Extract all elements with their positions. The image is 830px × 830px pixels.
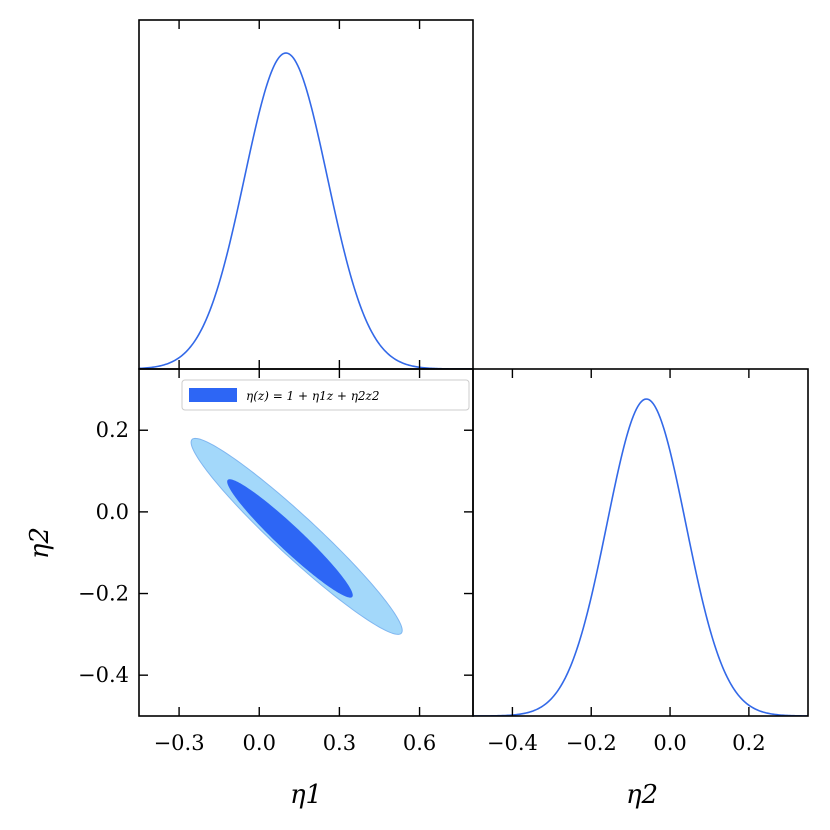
y-tick-label-3: 0.2 xyxy=(96,418,129,442)
legend-box xyxy=(181,379,470,411)
y-axis-label-eta2: η2 xyxy=(25,527,55,559)
marginal-eta2-curve xyxy=(473,398,808,716)
legend: η(z) = 1 + η1z + η2z2 xyxy=(181,379,470,411)
x-tick-label-1: −0.2 xyxy=(566,731,617,755)
marginal-eta1-panel xyxy=(138,19,474,370)
x-axis-label-eta2: η2 xyxy=(626,780,658,810)
joint-x-ticks xyxy=(178,369,421,716)
marginal-eta2-ticks xyxy=(511,369,750,716)
marginal-eta1-frame xyxy=(138,19,474,370)
legend-label: η(z) = 1 + η1z + η2z2 xyxy=(246,389,380,403)
y-tick-label-1: −0.2 xyxy=(78,582,129,606)
x-tick-label-2: 0.0 xyxy=(653,731,686,755)
x-tick-label-1: 0.0 xyxy=(243,731,276,755)
joint-y-tick-labels: −0.4 −0.2 0.0 0.2 xyxy=(78,418,129,687)
marginal-eta2-panel: −0.4 −0.2 0.0 0.2 η2 xyxy=(472,368,809,810)
legend-swatch xyxy=(189,388,237,402)
contour-68-region xyxy=(227,479,353,598)
y-tick-label-2: 0.0 xyxy=(96,500,129,524)
joint-panel: −0.3 0.0 0.3 0.6 −0.4 −0.2 0.0 0.2 η(z) = 1 + … xyxy=(25,368,474,810)
joint-y-ticks xyxy=(139,429,473,676)
x-tick-label-3: 0.2 xyxy=(732,731,765,755)
y-tick-label-0: −0.4 xyxy=(78,663,129,687)
joint-x-tick-labels: −0.3 0.0 0.3 0.6 xyxy=(154,731,437,755)
x-tick-label-0: −0.3 xyxy=(154,731,205,755)
marginal-eta2-frame xyxy=(472,368,809,717)
x-tick-label-0: −0.4 xyxy=(487,731,538,755)
marginal-eta2-tick-labels: −0.4 −0.2 0.0 0.2 xyxy=(487,731,766,755)
x-tick-label-3: 0.6 xyxy=(403,731,436,755)
marginal-eta1-ticks xyxy=(178,20,421,369)
x-tick-label-2: 0.3 xyxy=(323,731,356,755)
marginal-eta1-curve xyxy=(139,52,473,369)
x-axis-label-eta1: η1 xyxy=(290,780,322,810)
